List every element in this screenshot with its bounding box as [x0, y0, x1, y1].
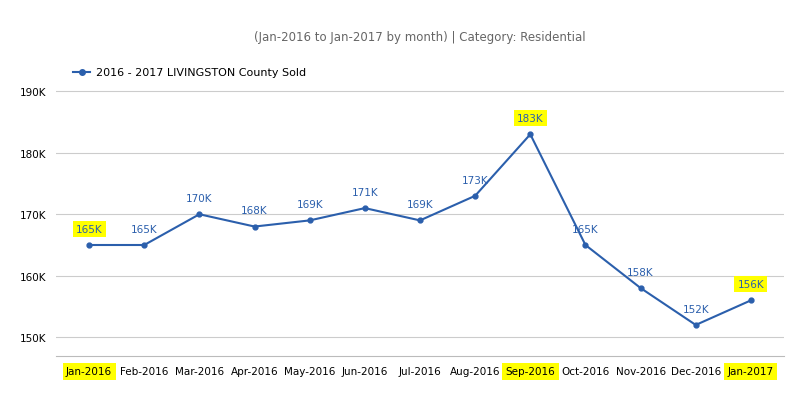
Text: 165K: 165K: [572, 225, 598, 234]
Text: 169K: 169K: [296, 200, 323, 210]
Text: 170K: 170K: [186, 194, 213, 204]
Text: 168K: 168K: [242, 206, 268, 216]
Text: 152K: 152K: [682, 304, 709, 314]
Legend: 2016 - 2017 LIVINGSTON County Sold: 2016 - 2017 LIVINGSTON County Sold: [69, 64, 310, 83]
Text: 183K: 183K: [517, 114, 544, 124]
Text: 169K: 169K: [406, 200, 434, 210]
Text: 158K: 158K: [627, 267, 654, 277]
Title: (Jan-2016 to Jan-2017 by month) | Category: Residential: (Jan-2016 to Jan-2017 by month) | Catego…: [254, 31, 586, 44]
Text: 171K: 171K: [351, 188, 378, 198]
Text: 173K: 173K: [462, 175, 489, 185]
Text: 165K: 165K: [76, 225, 102, 234]
Text: 156K: 156K: [738, 280, 764, 290]
Text: 165K: 165K: [131, 225, 158, 234]
